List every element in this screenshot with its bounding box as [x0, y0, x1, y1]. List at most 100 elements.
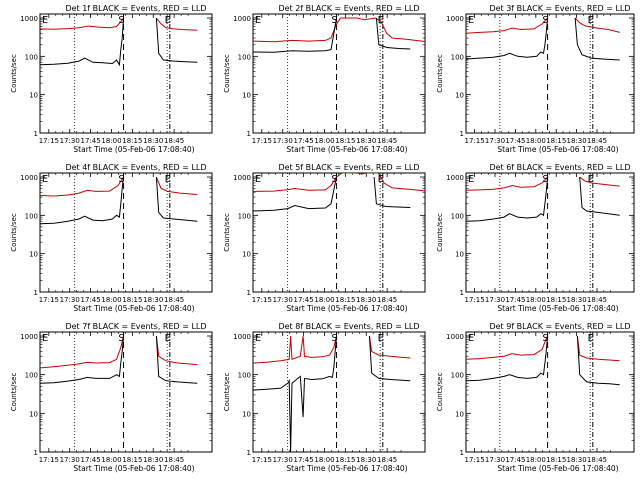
- y-axis-label: Counts/sec: [223, 373, 231, 412]
- chart-panel-1: Det 1f BLACK = Events, RED = LLD 1 10 100 10…: [10, 4, 213, 154]
- y-tick-label: 10: [29, 410, 38, 418]
- series-line-events-black: [466, 17, 549, 60]
- chart-title: Det 9f BLACK = Events, RED = LLD: [489, 322, 630, 331]
- y-tick-label: 100: [25, 372, 38, 380]
- y-axis-label: Counts/sec: [10, 213, 18, 252]
- chart-title: Det 8f BLACK = Events, RED = LLD: [278, 322, 419, 331]
- y-tick-label: 1000: [233, 15, 251, 23]
- y-tick-label: 100: [238, 53, 251, 61]
- x-tick-label: 17:45: [505, 456, 525, 464]
- x-tick-label: 18:30: [356, 456, 376, 464]
- x-tick-label: 18:30: [143, 137, 163, 145]
- event-label-s: S: [118, 333, 124, 344]
- event-label-e: E: [165, 333, 171, 344]
- x-axis-label: Start Time (05-Feb-06 17:08:40): [73, 145, 194, 154]
- series-line-after-lld-red: [574, 17, 620, 33]
- plot-area: [40, 173, 198, 292]
- chart-title: Det 4f BLACK = Events, RED = LLD: [65, 163, 206, 172]
- x-tick-label: 18:45: [164, 296, 184, 304]
- series-line-events-black: [253, 17, 337, 53]
- x-tick-label: 17:15: [252, 137, 272, 145]
- y-tick-label: 100: [25, 212, 38, 220]
- x-axis-label: Start Time (05-Feb-06 17:08:40): [497, 464, 618, 473]
- series-line-events-black: [40, 176, 124, 225]
- x-tick-label: 18:45: [377, 456, 397, 464]
- series-line-events-black: [466, 176, 549, 222]
- x-tick-label: 18:30: [567, 456, 587, 464]
- series-line-after-events-black: [155, 17, 198, 63]
- plot-frame: [252, 331, 426, 453]
- x-tick-label: 18:15: [546, 137, 566, 145]
- series-line-after-lld-red: [368, 335, 411, 359]
- x-tick-label: 17:15: [39, 137, 59, 145]
- chart-panel-3: Det 3f BLACK = Events, RED = LLD 1 10 100 10…: [436, 4, 635, 154]
- series-line-after-events-black: [155, 335, 198, 384]
- x-tick-label: 18:00: [101, 456, 121, 464]
- x-tick-label: 17:45: [80, 137, 100, 145]
- x-tick-label: 18:00: [314, 137, 334, 145]
- chart-title: Det 1f BLACK = Events, RED = LLD: [65, 4, 206, 13]
- x-tick-label: 18:00: [526, 296, 546, 304]
- series-line-lld-red: [466, 17, 548, 34]
- y-tick-label: 10: [455, 251, 464, 259]
- y-tick-label: 100: [451, 212, 464, 220]
- plot-frame: [252, 13, 426, 134]
- y-tick-label: 1000: [446, 174, 464, 182]
- plot-area: [466, 173, 620, 292]
- series-line-events-black: [40, 335, 124, 384]
- series-line-after-events-black: [375, 17, 411, 50]
- event-label-e: E: [378, 15, 384, 26]
- event-label-e: E: [588, 333, 594, 344]
- x-tick-label: 17:30: [60, 456, 80, 464]
- event-label-e-left: E: [468, 333, 474, 344]
- event-label-e-left: E: [42, 174, 48, 185]
- series-line-lld-red: [40, 176, 124, 197]
- event-label-s: S: [331, 15, 337, 26]
- event-label-e: E: [165, 174, 171, 185]
- x-tick-label: 17:15: [465, 456, 485, 464]
- event-label-e-left: E: [468, 15, 474, 26]
- x-tick-label: 17:15: [39, 456, 59, 464]
- x-tick-label: 17:15: [252, 456, 272, 464]
- y-tick-label: 100: [451, 53, 464, 61]
- x-tick-label: 18:00: [314, 456, 334, 464]
- series-line-after-lld-red: [156, 17, 198, 31]
- chart-panel-8: Det 8f BLACK = Events, RED = LLD 1 10 100 10…: [223, 322, 426, 473]
- x-tick-label: 17:30: [485, 296, 505, 304]
- y-tick-label: 1000: [20, 333, 38, 341]
- y-tick-label: 10: [455, 92, 464, 100]
- x-tick-label: 18:00: [101, 137, 121, 145]
- x-tick-label: 18:15: [122, 456, 142, 464]
- event-label-e-left: E: [42, 333, 48, 344]
- event-label-s: S: [331, 333, 337, 344]
- series-line-lld-red: [40, 335, 124, 369]
- y-axis-label: Counts/sec: [436, 54, 444, 93]
- y-tick-label: 1000: [446, 15, 464, 23]
- chart-panel-6: Det 6f BLACK = Events, RED = LLD 1 10 100 10…: [436, 163, 635, 313]
- y-tick-label: 1: [460, 289, 464, 297]
- series-line-after-events-black: [368, 335, 411, 382]
- x-tick-label: 17:30: [485, 456, 505, 464]
- x-tick-label: 18:15: [335, 456, 355, 464]
- x-axis-label: Start Time (05-Feb-06 17:08:40): [497, 304, 618, 313]
- series-line-lld-red: [40, 17, 124, 30]
- event-label-e-left: E: [42, 15, 48, 26]
- y-tick-label: 10: [29, 251, 38, 259]
- x-tick-label: 17:45: [80, 456, 100, 464]
- x-axis-label: Start Time (05-Feb-06 17:08:40): [286, 464, 407, 473]
- chart-panel-9: Det 9f BLACK = Events, RED = LLD 1 10 100 10…: [436, 322, 635, 473]
- panel-grid: Det 1f BLACK = Events, RED = LLD 1 10 100 10…: [10, 4, 635, 473]
- y-tick-label: 1: [247, 449, 251, 457]
- x-axis-label: Start Time (05-Feb-06 17:08:40): [73, 464, 194, 473]
- x-tick-label: 17:45: [293, 296, 313, 304]
- x-tick-label: 18:00: [314, 296, 334, 304]
- x-tick-label: 18:30: [567, 137, 587, 145]
- series-line-events-black: [466, 335, 549, 382]
- y-tick-label: 1000: [20, 15, 38, 23]
- x-tick-label: 18:00: [526, 137, 546, 145]
- x-tick-label: 17:45: [505, 137, 525, 145]
- series-line-after-lld-red: [155, 176, 198, 195]
- x-tick-label: 18:15: [546, 296, 566, 304]
- event-label-e: E: [378, 174, 384, 185]
